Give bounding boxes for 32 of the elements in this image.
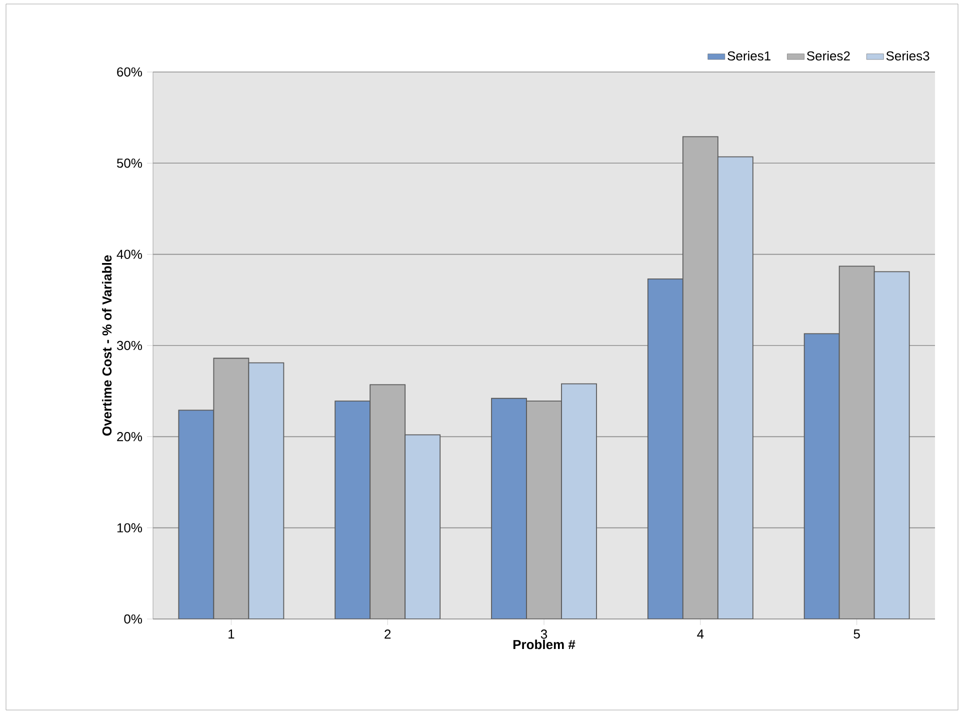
x-tick-label: 1 — [228, 630, 234, 638]
y-tick-label: 10% — [117, 523, 142, 532]
x-tick-label: 5 — [854, 630, 860, 639]
y-tick-label: 60% — [117, 67, 142, 77]
x-tick-label: 3 — [540, 630, 548, 639]
bar — [717, 156, 754, 619]
bar — [334, 400, 371, 619]
bar — [248, 362, 284, 619]
bar — [804, 333, 840, 619]
bar — [561, 383, 597, 619]
x-tick-label: 4 — [697, 630, 704, 638]
bar — [178, 410, 214, 619]
y-tick-label: 30% — [116, 340, 142, 350]
y-axis-title: Overtime Cost - % of Variable — [102, 255, 112, 436]
y-tick-label: 0% — [124, 614, 142, 624]
bar — [213, 358, 250, 619]
y-tick-label: 40% — [116, 250, 142, 259]
bar — [404, 434, 441, 619]
bar — [874, 271, 910, 619]
bar — [491, 398, 527, 619]
legend-label: Series3 — [886, 50, 930, 61]
x-tick-label: 2 — [384, 630, 391, 639]
bar — [682, 136, 718, 619]
x-axis-title: Problem # — [513, 640, 576, 650]
bar — [526, 400, 562, 619]
legend-label: Series1 — [728, 50, 770, 61]
y-tick-label: 50% — [116, 158, 142, 168]
y-tick-label: 20% — [117, 432, 142, 442]
bar — [647, 278, 684, 619]
bar — [838, 266, 875, 619]
legend-label: Series2 — [806, 50, 850, 61]
bar — [370, 384, 406, 619]
